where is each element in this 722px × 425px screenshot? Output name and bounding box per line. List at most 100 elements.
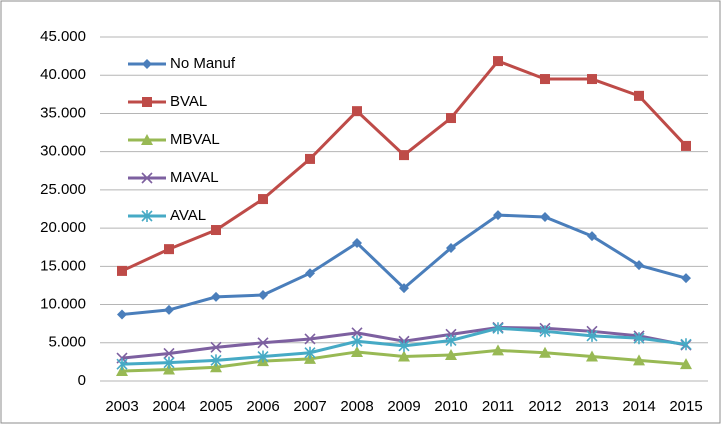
marker <box>446 242 456 253</box>
marker <box>210 361 222 373</box>
marker-shape <box>258 194 268 205</box>
marker-shape <box>681 140 691 151</box>
marker-shape <box>211 225 221 236</box>
marker-shape <box>211 291 221 302</box>
x-tick-label: 2005 <box>199 398 232 415</box>
marker-shape <box>116 358 128 371</box>
marker <box>493 210 503 221</box>
marker <box>257 337 269 349</box>
marker <box>681 140 691 151</box>
marker <box>258 290 268 300</box>
marker-shape <box>141 210 153 222</box>
marker-shape <box>257 350 269 363</box>
marker <box>257 350 269 363</box>
marker-shape <box>305 268 315 279</box>
marker-shape <box>210 361 222 373</box>
y-tick-label: 20.000 <box>40 219 86 236</box>
marker <box>164 304 174 315</box>
marker <box>116 365 128 377</box>
marker-shape <box>445 349 457 361</box>
marker <box>680 338 692 351</box>
marker <box>304 333 316 345</box>
marker <box>680 358 692 370</box>
marker <box>398 339 410 352</box>
marker <box>141 172 153 184</box>
marker <box>586 329 598 342</box>
y-tick-label: 25.000 <box>40 181 86 198</box>
legend-item: No Manuf <box>128 55 236 72</box>
marker-shape <box>351 327 363 339</box>
marker <box>351 327 363 339</box>
marker <box>539 325 551 338</box>
y-tick-label: 40.000 <box>40 66 86 83</box>
y-tick-label: 5.000 <box>48 334 86 351</box>
marker-shape <box>587 74 597 85</box>
marker-shape <box>351 345 363 357</box>
marker-shape <box>258 290 268 300</box>
legend-item: AVAL <box>128 207 206 224</box>
marker-shape <box>351 335 363 348</box>
marker-shape <box>492 322 504 335</box>
marker <box>352 106 362 117</box>
marker-shape <box>493 56 503 67</box>
x-tick-label: 2010 <box>434 398 467 415</box>
marker-shape <box>116 365 128 377</box>
x-tick-label: 2013 <box>575 398 608 415</box>
marker <box>351 335 363 348</box>
marker-shape <box>633 354 645 366</box>
marker <box>117 309 127 320</box>
marker <box>142 97 152 107</box>
marker <box>587 74 597 85</box>
marker <box>141 210 153 222</box>
marker <box>352 238 362 249</box>
legend-label: BVAL <box>170 93 207 110</box>
marker-shape <box>164 244 174 255</box>
x-tick-label: 2007 <box>293 398 326 415</box>
marker <box>210 354 222 367</box>
marker <box>211 225 221 236</box>
marker <box>445 334 457 347</box>
marker <box>634 260 644 271</box>
marker-shape <box>163 347 175 360</box>
marker-shape <box>539 346 551 358</box>
marker-shape <box>539 325 551 338</box>
marker-shape <box>398 350 410 362</box>
marker-shape <box>304 333 316 345</box>
marker <box>258 194 268 205</box>
marker-shape <box>210 354 222 367</box>
marker-shape <box>352 238 362 249</box>
marker <box>210 341 222 353</box>
marker <box>351 345 363 357</box>
marker-shape <box>680 358 692 370</box>
x-tick-label: 2014 <box>622 398 655 415</box>
marker <box>163 363 175 375</box>
marker <box>163 356 175 369</box>
marker-shape <box>586 350 598 362</box>
marker <box>587 231 597 242</box>
x-tick-label: 2008 <box>340 398 373 415</box>
marker <box>445 349 457 361</box>
marker-shape <box>163 356 175 369</box>
legend-label: No Manuf <box>170 55 236 72</box>
marker-shape <box>164 304 174 315</box>
marker <box>493 56 503 67</box>
marker <box>492 344 504 356</box>
legend-label: MBVAL <box>170 131 220 148</box>
marker <box>142 59 152 69</box>
y-tick-label: 30.000 <box>40 143 86 160</box>
x-tick-label: 2004 <box>152 398 185 415</box>
marker <box>634 90 644 101</box>
marker-shape <box>352 106 362 117</box>
marker <box>141 134 153 145</box>
y-tick-label: 45.000 <box>40 28 86 45</box>
marker <box>164 244 174 255</box>
marker <box>399 283 409 294</box>
marker-shape <box>142 59 152 69</box>
legend-item: MAVAL <box>128 169 219 186</box>
legend-label: AVAL <box>170 207 206 224</box>
marker <box>211 291 221 302</box>
marker <box>305 268 315 279</box>
marker <box>117 265 127 276</box>
